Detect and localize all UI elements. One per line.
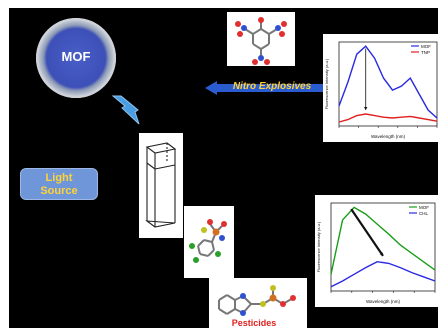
chart-pesticide-quenching: MOF CHL Wavelength (nm) Fluorescence Intens… <box>315 195 438 307</box>
series-line-chl <box>330 260 436 288</box>
quenching-arrowhead <box>379 252 383 256</box>
series-line-mof <box>338 45 438 119</box>
legend-label-mof: MOF <box>421 44 431 49</box>
legend-label-chl: CHL <box>419 211 428 216</box>
light-source-line2: Source <box>40 185 78 197</box>
pesticides-label: Pesticides <box>231 318 277 328</box>
series-line-tnp <box>338 113 438 123</box>
black-canvas: MOF Light Source <box>9 8 438 328</box>
cuvette-icon <box>145 142 177 228</box>
mof-label: MOF <box>61 49 91 64</box>
pesticide-molecule-icon <box>189 219 227 263</box>
nitro-explosives-label: Nitro Explosives <box>232 81 312 92</box>
nitro-explosives-banner: Nitro Explosives <box>205 80 339 96</box>
y-axis-label: Fluorescence Intensity (a.u.) <box>324 58 329 109</box>
light-source-line1: Light <box>45 172 73 184</box>
cuvette-card <box>139 133 183 238</box>
y-axis-label: Fluorescence Intensity (a.u.) <box>316 221 321 272</box>
quenching-arrowhead <box>364 107 368 110</box>
plot-frame <box>338 41 438 127</box>
x-axis-label: Wavelength (nm) <box>366 299 401 304</box>
double-arrow-icon <box>205 81 339 95</box>
pesticide-molecule-card-2 <box>209 278 307 328</box>
light-source-box: Light Source <box>20 168 98 200</box>
legend-label-tnp: TNP <box>421 50 430 55</box>
pesticide-molecule-card-1 <box>184 206 234 278</box>
lightning-bolt-icon <box>111 95 140 125</box>
x-axis-label: Wavelength (nm) <box>371 134 406 139</box>
series-line-mof <box>330 206 436 275</box>
mof-sample-dish: MOF <box>36 18 116 98</box>
pesticide-molecule-icon-2 <box>218 285 296 316</box>
quenching-arrow <box>350 208 384 257</box>
nitro-molecule-icon <box>235 17 287 65</box>
plot-frame <box>330 202 436 292</box>
legend-label-mof: MOF <box>419 205 429 210</box>
nitro-molecule-card <box>227 12 295 66</box>
chart-nitro-quenching: MOF TNP Wavelength (nm) Fluorescence Intens… <box>323 34 438 142</box>
